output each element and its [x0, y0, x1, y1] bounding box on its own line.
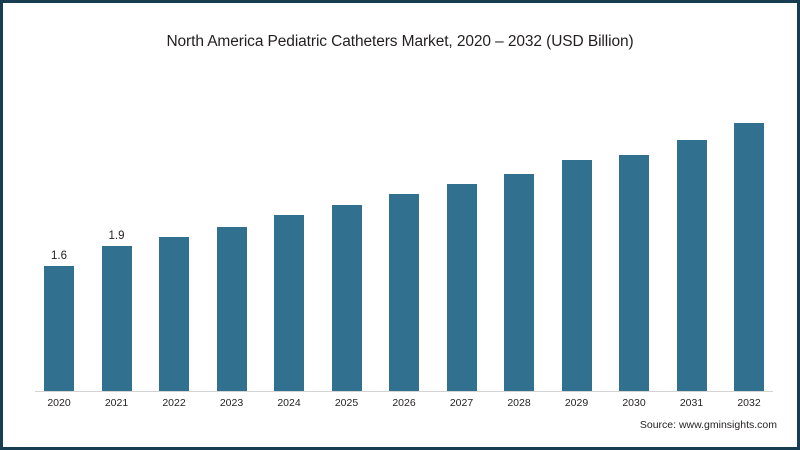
x-tick-label: 2027 — [449, 397, 474, 409]
bar-column — [216, 73, 247, 392]
bar — [216, 227, 247, 392]
bar-column — [331, 73, 362, 392]
x-tick-label: 2021 — [104, 397, 129, 409]
x-axis-tick-labels: 2020 2021 2022 2023 2024 2025 2026 2027 2028 2029… — [35, 397, 773, 409]
x-tick-label: 2029 — [564, 397, 589, 409]
bar — [389, 194, 419, 392]
bar — [504, 174, 534, 392]
x-tick-label: 2028 — [507, 397, 531, 409]
bar — [561, 160, 592, 392]
bar — [676, 140, 707, 392]
source-note: Source: www.gminsights.com — [639, 419, 777, 431]
bar — [619, 155, 649, 392]
bar — [159, 237, 189, 392]
bar — [331, 205, 362, 392]
bar — [734, 123, 764, 392]
bar-value-label: 1.9 — [108, 230, 125, 242]
bar-series: 1.6 1.9 — [35, 73, 773, 392]
x-tick-label: 2032 — [737, 397, 761, 409]
bar-column: 1.9 — [101, 73, 132, 392]
bar-column — [561, 73, 592, 392]
bar-column — [446, 73, 477, 392]
x-tick-label: 2025 — [334, 397, 359, 409]
bar-value-label: 1.6 — [51, 250, 67, 262]
x-tick-label: 2022 — [162, 397, 186, 409]
bar — [446, 184, 477, 392]
x-axis-line — [35, 391, 773, 392]
chart-title: North America Pediatric Catheters Market… — [166, 33, 634, 50]
bar-column — [619, 73, 649, 392]
bar-column — [274, 73, 304, 392]
bar — [44, 266, 74, 392]
bar-column — [734, 73, 764, 392]
x-tick-label: 2023 — [219, 397, 244, 409]
x-tick-label: 2031 — [679, 397, 704, 409]
x-tick-label: 2024 — [277, 397, 301, 409]
bar-column: 1.6 — [44, 73, 74, 392]
bar — [101, 246, 132, 392]
bar-column — [504, 73, 534, 392]
bar — [274, 215, 304, 392]
x-tick-label: 2030 — [622, 397, 646, 409]
x-tick-label: 2026 — [392, 397, 416, 409]
bar-column — [676, 73, 707, 392]
bar-column — [389, 73, 419, 392]
bar-column — [159, 73, 189, 392]
x-tick-label: 2020 — [47, 397, 71, 409]
